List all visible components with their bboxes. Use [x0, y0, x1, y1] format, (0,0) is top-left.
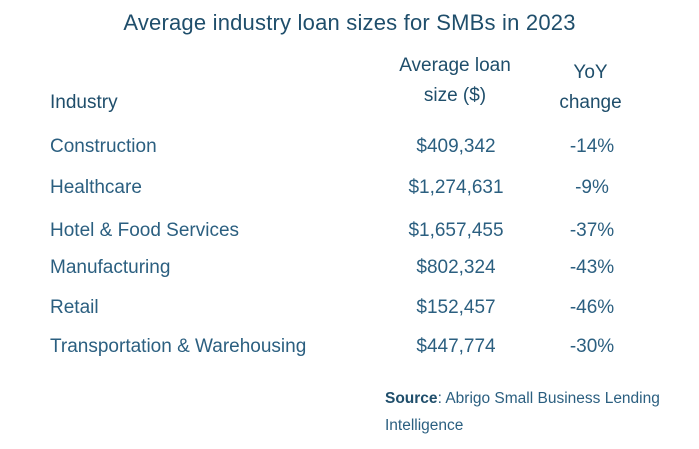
cell-average-loan-size: $802,324	[416, 257, 496, 278]
cell-yoy-change: -14%	[569, 136, 615, 157]
cell-yoy-change: -30%	[569, 336, 615, 357]
column-header-industry-line-1: Industry	[50, 92, 118, 113]
column-header-yoy-change: YoY change	[548, 58, 633, 118]
column-header-average-loan-size-line-1: Average loan	[399, 55, 511, 76]
cell-industry: Hotel & Food Services	[50, 220, 240, 241]
cell-yoy-change: -43%	[569, 257, 615, 278]
cell-average-loan-size: $447,774	[416, 336, 496, 357]
cell-industry: Retail	[50, 297, 99, 318]
source-text: : Abrigo Small Business Lending Intellig…	[385, 390, 660, 434]
cell-industry: Transportation & Warehousing	[50, 336, 307, 357]
cell-average-loan-size: $152,457	[416, 297, 496, 318]
source-label: Source	[385, 390, 438, 407]
column-header-average-loan-size: Average loan size ($)	[380, 51, 530, 111]
cell-yoy-change: -37%	[569, 220, 615, 241]
column-header-industry: Industry	[50, 88, 118, 118]
cell-industry: Manufacturing	[50, 257, 171, 278]
cell-average-loan-size: $1,274,631	[408, 177, 504, 198]
cell-industry: Healthcare	[50, 177, 142, 198]
cell-yoy-change: -9%	[575, 177, 609, 198]
column-header-yoy-change-line-2: change	[559, 92, 622, 113]
cell-industry: Construction	[50, 136, 157, 157]
cell-average-loan-size: $1,657,455	[408, 220, 504, 241]
column-header-average-loan-size-line-2: size ($)	[423, 85, 487, 106]
cell-yoy-change: -46%	[569, 297, 615, 318]
table-title: Average industry loan sizes for SMBs in …	[123, 10, 576, 35]
column-header-yoy-change-line-1: YoY	[573, 62, 608, 83]
source-note: Source: Abrigo Small Business Lending In…	[385, 385, 685, 439]
cell-average-loan-size: $409,342	[416, 136, 496, 157]
